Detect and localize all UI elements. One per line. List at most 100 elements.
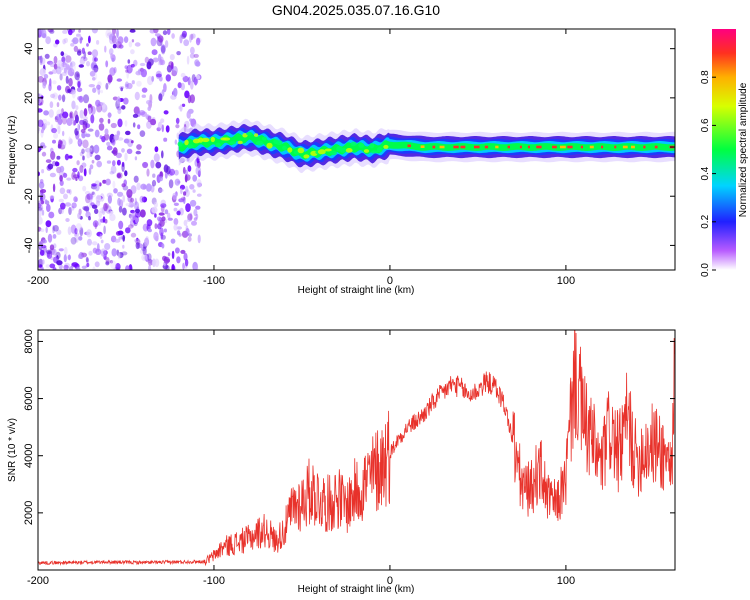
signal-band-blob — [317, 149, 326, 155]
noise-speckle — [40, 189, 47, 194]
colorbar-label: Normalized spectral amplitude — [738, 82, 749, 217]
noise-speckle — [192, 189, 196, 193]
snr-x-ticks: -200 -100 0 100 — [27, 330, 575, 587]
noise-speckle — [90, 193, 94, 200]
noise-speckle — [142, 246, 147, 256]
noise-speckle — [121, 148, 125, 153]
noise-speckle — [78, 236, 83, 241]
snr-y-tick-label: 6000 — [23, 386, 35, 410]
signal-band-blob — [297, 147, 305, 154]
noise-speckle — [121, 251, 128, 256]
noise-speckle — [175, 117, 180, 124]
snr-x-tick-label: -100 — [203, 575, 225, 587]
noise-speckle — [82, 116, 88, 121]
signal-peak-mark — [495, 145, 499, 149]
noise-speckle — [105, 60, 109, 68]
noise-speckle — [135, 70, 142, 76]
noise-speckle — [67, 226, 72, 235]
signal-peak-mark — [643, 145, 646, 149]
noise-speckle — [74, 114, 79, 124]
noise-speckle — [112, 180, 116, 189]
colorbar-tick-label: 0.6 — [700, 118, 711, 132]
noise-speckle — [117, 230, 124, 236]
noise-speckle — [86, 229, 92, 238]
spectrogram-panel: -200 -100 0 100 40 20 0 -20 -40 Height of strai… — [7, 28, 676, 296]
noise-speckle — [89, 164, 94, 170]
noise-speckle — [38, 146, 42, 153]
noise-speckle — [110, 52, 113, 60]
noise-speckle — [165, 265, 170, 270]
noise-speckle — [117, 36, 124, 45]
spectrogram-y-tick-label: -40 — [23, 237, 35, 253]
noise-speckle — [62, 130, 65, 137]
noise-speckle — [38, 216, 43, 225]
noise-speckle — [107, 118, 111, 124]
spectrogram-x-tick-label: -100 — [203, 275, 225, 287]
noise-speckle — [141, 94, 146, 98]
noise-speckle — [103, 202, 108, 212]
noise-speckle — [92, 220, 99, 228]
noise-speckle — [131, 80, 135, 85]
noise-speckle — [158, 176, 163, 182]
noise-speckle — [82, 121, 88, 130]
colorbar-tick-label: 0.2 — [700, 214, 711, 228]
noise-speckle — [111, 248, 117, 257]
spectrogram-x-tick-label: 100 — [557, 275, 575, 287]
noise-speckle — [174, 169, 179, 176]
noise-speckle — [151, 206, 158, 214]
noise-speckle — [196, 37, 202, 43]
noise-speckle — [61, 62, 68, 68]
noise-speckle — [70, 206, 75, 211]
noise-speckle — [50, 151, 56, 160]
noise-speckle — [173, 207, 178, 212]
noise-speckle — [191, 33, 196, 39]
noise-speckle — [79, 151, 84, 157]
figure-title: GN04.2025.035.07.16.G10 — [272, 2, 440, 18]
noise-speckle — [95, 200, 101, 207]
spectrogram-frame — [37, 28, 676, 271]
signal-band-blob — [237, 140, 243, 145]
noise-speckle — [62, 38, 66, 45]
noise-speckle — [167, 217, 173, 221]
signal-band-blob — [275, 140, 283, 146]
noise-speckle — [187, 236, 192, 242]
noise-speckle — [48, 211, 55, 219]
noise-speckle — [59, 140, 63, 145]
noise-speckle — [136, 80, 142, 87]
noise-speckle — [190, 80, 194, 90]
noise-speckle — [174, 178, 181, 186]
snr-y-axis-label: SNR (10 * v/v) — [7, 418, 18, 482]
noise-speckle — [62, 29, 68, 34]
noise-speckle — [181, 30, 187, 38]
noise-speckle — [111, 138, 116, 146]
noise-speckle — [52, 225, 59, 232]
noise-speckle — [61, 115, 67, 125]
noise-speckle — [109, 260, 114, 264]
noise-speckle — [82, 119, 89, 126]
signal-band-blob — [222, 137, 231, 141]
noise-speckle — [42, 81, 47, 89]
noise-speckle — [147, 259, 153, 266]
colorbar-gradient — [712, 29, 736, 270]
noise-speckle — [126, 189, 133, 198]
noise-speckle — [93, 144, 100, 154]
noise-speckle — [62, 172, 68, 178]
signal-peak-mark — [453, 145, 459, 149]
noise-speckle — [187, 94, 192, 104]
noise-speckle — [156, 216, 162, 222]
signal-band-blob — [261, 136, 267, 141]
noise-speckle — [80, 128, 86, 134]
noise-speckle — [96, 84, 101, 92]
signal-band-blob — [187, 144, 194, 149]
noise-speckle — [123, 97, 129, 105]
noise-speckle — [171, 264, 175, 270]
noise-speckle — [83, 108, 88, 117]
noise-speckle — [112, 29, 116, 35]
noise-speckle — [187, 165, 192, 172]
noise-speckle — [171, 33, 175, 39]
noise-speckle — [167, 252, 171, 257]
noise-speckle — [87, 51, 92, 55]
noise-speckle — [57, 125, 61, 135]
noise-speckle — [173, 202, 179, 206]
